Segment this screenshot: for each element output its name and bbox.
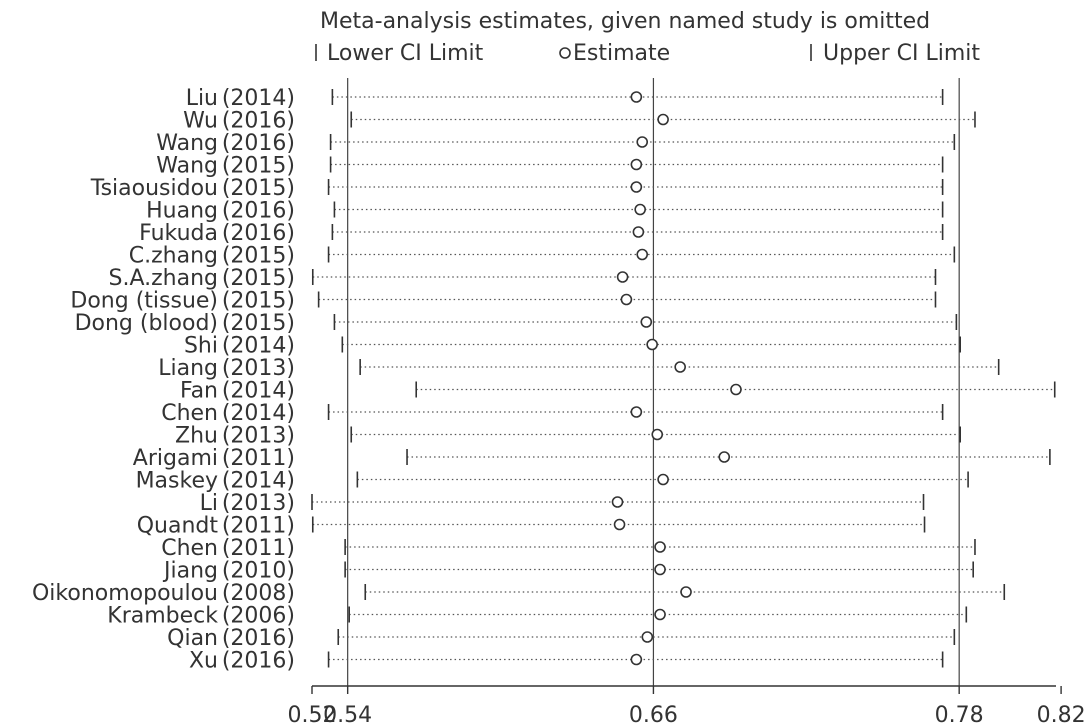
estimate-marker — [718, 451, 731, 463]
study-name-label: Krambeck — [107, 604, 218, 629]
study-year-label: (2014) — [222, 86, 295, 111]
study-year-label: (2015) — [222, 289, 295, 314]
estimate-marker — [657, 113, 669, 126]
estimate-marker — [651, 428, 664, 441]
study-year-label: (2015) — [222, 311, 295, 336]
study-year-label: (2006) — [222, 604, 295, 629]
estimate-marker — [630, 181, 643, 193]
study-year-label: (2014) — [222, 334, 295, 359]
estimate-marker — [640, 316, 653, 328]
estimate-marker — [636, 248, 649, 261]
x-tick-label-1: 0.54 — [323, 703, 372, 725]
study-year-label: (2016) — [222, 221, 295, 246]
legend-estimate-marker — [559, 47, 571, 59]
study-year-label: (2015) — [222, 266, 295, 291]
study-year-label: (2015) — [222, 176, 295, 201]
study-name-label: Maskey — [136, 469, 218, 494]
estimate-marker — [646, 338, 658, 351]
study-name-label: Dong (blood) — [75, 311, 218, 336]
study-year-label: (2011) — [222, 514, 295, 539]
study-year-label: (2011) — [222, 446, 295, 471]
estimate-marker — [630, 158, 643, 171]
study-name-label: Tsiaousidou — [90, 176, 218, 201]
estimate-marker — [616, 271, 629, 283]
estimate-marker — [657, 473, 669, 486]
study-year-label: (2014) — [222, 401, 295, 426]
estimate-marker — [654, 541, 666, 553]
study-name-label: Huang — [146, 199, 218, 224]
legend-upper-label: Upper CI Limit — [823, 41, 980, 66]
estimate-marker — [634, 203, 646, 216]
study-name-label: Shi — [184, 334, 218, 359]
estimate-marker — [630, 653, 643, 666]
study-year-label: (2016) — [222, 131, 295, 156]
study-name-label: C.zhang — [129, 244, 218, 269]
estimate-marker — [630, 406, 643, 418]
estimate-marker — [613, 518, 626, 531]
study-name-label: Wu — [183, 109, 218, 134]
estimate-marker — [636, 136, 649, 148]
legend: Lower CI Limit Estimate Upper CI Limit — [315, 41, 980, 66]
study-year-label: (2010) — [222, 559, 295, 584]
study-name-label: Chen — [161, 536, 218, 561]
estimate-marker — [641, 631, 654, 643]
study-name-label: Zhu — [175, 424, 218, 449]
study-name-label: Li — [200, 491, 218, 516]
study-name-label: Arigami — [133, 446, 218, 471]
x-tick-label-4: 0.82 — [1037, 703, 1086, 725]
study-year-label: (2016) — [222, 626, 295, 651]
study-name-label: Liang — [158, 356, 218, 381]
x-tick-label-2: 0.66 — [629, 703, 678, 725]
study-year-label: (2014) — [222, 469, 295, 494]
study-name-label: Jiang — [162, 559, 218, 584]
estimate-marker — [674, 361, 686, 373]
study-year-label: (2011) — [222, 536, 295, 561]
study-year-label: (2015) — [222, 154, 295, 179]
legend-lower-label: Lower CI Limit — [327, 41, 484, 66]
estimate-marker — [611, 496, 624, 508]
study-name-label: Oikonomopoulou — [32, 581, 218, 606]
estimate-marker — [680, 586, 692, 598]
study-name-label: Dong (tissue) — [70, 289, 218, 314]
legend-estimate-label: Estimate — [573, 41, 670, 66]
study-name-label: Qian — [167, 626, 218, 651]
estimate-marker — [630, 91, 643, 103]
estimate-marker — [632, 226, 645, 238]
study-name-label: Xu — [189, 649, 218, 674]
study-year-label: (2008) — [222, 581, 295, 606]
estimate-marker — [730, 383, 742, 396]
study-name-label: Wang — [156, 131, 218, 156]
study-year-label: (2016) — [222, 109, 295, 134]
study-name-label: Wang — [156, 154, 218, 179]
study-name-label: Chen — [161, 401, 218, 426]
study-year-label: (2014) — [222, 379, 295, 404]
study-year-label: (2013) — [222, 424, 295, 449]
study-name-label: Quandt — [137, 514, 219, 539]
study-name-label: Fukuda — [139, 221, 218, 246]
study-name-label: Liu — [186, 86, 218, 111]
study-year-label: (2013) — [222, 356, 295, 381]
x-tick-label-0: 0.52 — [288, 703, 337, 725]
x-tick-label-3: 0.78 — [935, 703, 984, 725]
study-name-label: Fan — [180, 379, 218, 404]
chart-title: Meta-analysis estimates, given named stu… — [320, 9, 930, 34]
study-year-label: (2016) — [222, 649, 295, 674]
estimate-marker — [620, 293, 633, 306]
estimate-marker — [654, 608, 666, 621]
study-year-label: (2016) — [222, 199, 295, 224]
study-name-label: S.A.zhang — [109, 266, 219, 291]
estimate-marker — [654, 563, 666, 576]
study-year-label: (2015) — [222, 244, 295, 269]
study-year-label: (2013) — [222, 491, 295, 516]
